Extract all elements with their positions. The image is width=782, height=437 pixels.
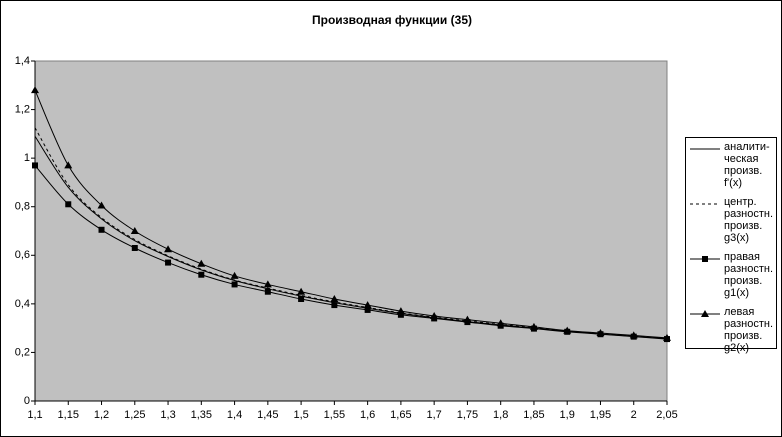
- x-tick-label: 1,95: [590, 409, 611, 421]
- marker: [629, 331, 638, 339]
- x-tick-label: 1,65: [390, 409, 411, 421]
- marker: [97, 201, 106, 209]
- y-tick-label: 1,4: [15, 55, 30, 67]
- y-tick-label: 1: [24, 152, 30, 164]
- marker: [197, 259, 206, 267]
- marker: [31, 86, 39, 94]
- marker: [463, 315, 472, 323]
- marker: [563, 326, 572, 334]
- legend-box: [685, 137, 777, 349]
- x-tick-label: 1,1: [27, 409, 42, 421]
- marker: [130, 227, 139, 234]
- marker: [397, 311, 404, 318]
- legend-label: левая разностн. произв. g2(x): [724, 306, 774, 354]
- legend-label: правая разностн. произв. g1(x): [724, 251, 774, 299]
- x-tick-label: 1,2: [94, 409, 109, 421]
- x-tick-label: 1,35: [191, 409, 212, 421]
- x-tick-label: 1,9: [560, 409, 575, 421]
- marker: [131, 245, 138, 251]
- marker: [297, 287, 306, 295]
- x-tick-label: 1,25: [124, 409, 145, 421]
- y-tick-label: 0,6: [15, 249, 30, 261]
- marker: [529, 322, 538, 330]
- x-tick-label: 2: [631, 409, 637, 421]
- marker: [596, 329, 605, 336]
- marker: [430, 312, 439, 319]
- marker: [298, 296, 305, 302]
- marker: [363, 301, 372, 309]
- marker: [263, 280, 272, 288]
- y-tick-label: 1,2: [15, 103, 30, 115]
- legend-label: аналити-ческая произв. f'(x): [724, 141, 770, 189]
- y-tick-label: 0,4: [15, 298, 30, 310]
- marker: [364, 306, 371, 313]
- marker: [701, 310, 709, 317]
- marker: [230, 271, 239, 279]
- x-tick-label: 1,45: [257, 409, 278, 421]
- marker: [165, 259, 172, 266]
- x-tick-label: 1,6: [360, 409, 375, 421]
- x-tick-label: 1,75: [457, 409, 478, 421]
- x-tick-label: 1,7: [427, 409, 442, 421]
- x-tick-label: 1,3: [160, 409, 175, 421]
- x-tick-label: 1,5: [293, 409, 308, 421]
- marker: [164, 245, 173, 253]
- x-tick-label: 1,85: [523, 409, 544, 421]
- chart-title: Производная функции (35): [312, 13, 472, 27]
- legend-label: центр. разностн. произв. g3(x): [724, 196, 774, 244]
- x-tick-label: 2,05: [656, 409, 677, 421]
- marker: [396, 307, 405, 315]
- y-tick-label: 0,8: [15, 201, 30, 213]
- x-tick-label: 1,15: [58, 409, 79, 421]
- marker: [32, 162, 38, 169]
- marker: [264, 288, 271, 295]
- marker: [331, 302, 338, 309]
- marker: [65, 201, 72, 208]
- marker: [663, 333, 671, 341]
- x-tick-label: 1,55: [324, 409, 345, 421]
- y-tick-label: 0: [24, 395, 30, 407]
- marker: [231, 281, 238, 288]
- marker: [702, 256, 708, 262]
- marker: [198, 271, 205, 278]
- plot-area: [34, 60, 668, 402]
- marker: [98, 226, 105, 233]
- marker: [496, 319, 505, 327]
- marker: [64, 161, 73, 169]
- marker: [330, 295, 339, 302]
- x-tick-label: 1,8: [493, 409, 508, 421]
- y-tick-label: 0,2: [15, 346, 30, 358]
- x-tick-label: 1,4: [227, 409, 242, 421]
